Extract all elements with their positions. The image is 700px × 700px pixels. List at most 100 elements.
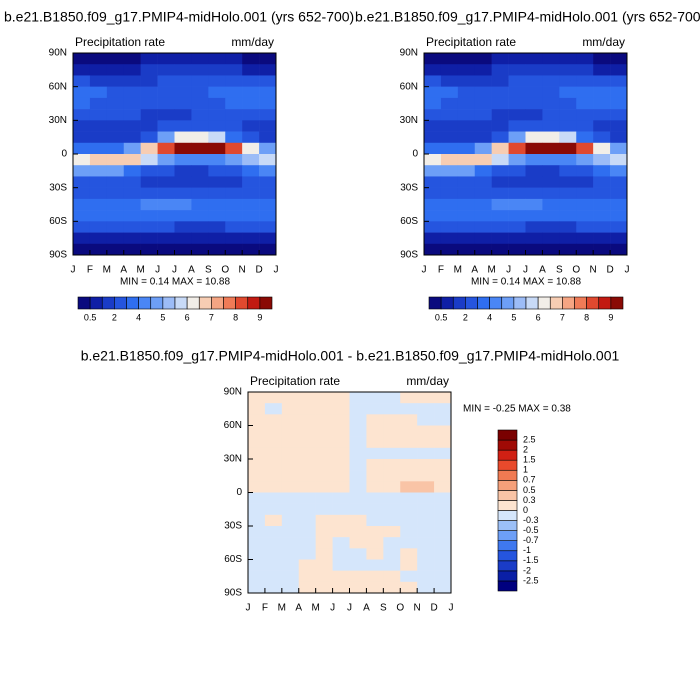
contour-cell: [208, 210, 226, 222]
contour-cell: [315, 514, 333, 527]
contour-cell: [174, 221, 192, 233]
contour-cell: [508, 142, 526, 155]
contour-cell: [417, 526, 435, 538]
contour-cell: [242, 210, 260, 222]
colorbar-box: [497, 490, 518, 501]
contour-cell: [434, 425, 452, 437]
contour-cell: [73, 97, 91, 110]
contour-cell: [259, 109, 277, 121]
x-tick-label: S: [380, 603, 387, 614]
contour-cell: [542, 86, 560, 99]
contour-cell: [593, 142, 611, 155]
contour-cell: [491, 109, 509, 121]
contour-cell: [332, 447, 350, 460]
x-tick-label: J: [155, 265, 160, 276]
contour-cell: [593, 187, 611, 200]
contour-cell: [123, 131, 141, 144]
contour-cell: [140, 75, 158, 87]
contour-cell: [73, 109, 91, 121]
contour-cell: [440, 221, 459, 233]
contour-cell: [264, 470, 283, 482]
contour-cell: [174, 232, 192, 245]
contour-cell: [123, 142, 141, 155]
contour-cell: [417, 470, 435, 482]
contour-cell: [106, 165, 125, 177]
contour-cell: [315, 526, 333, 538]
colorbar-box: [610, 296, 624, 310]
colorbar-box: [497, 510, 518, 521]
contour-cell: [366, 481, 384, 493]
contour-cell: [366, 548, 384, 560]
contour-cell: [225, 97, 243, 110]
contour-cell: [400, 548, 418, 560]
contour-cell: [440, 176, 459, 188]
contour-cell: [242, 154, 260, 166]
contour-cell: [140, 109, 158, 121]
contour-cell: [383, 470, 401, 482]
contour-cell: [559, 131, 577, 144]
contour-cell: [242, 176, 260, 188]
colorbar-box: [513, 296, 527, 310]
colorbar-box: [497, 459, 518, 471]
contour-cell: [281, 447, 300, 460]
contour-cell: [242, 187, 260, 200]
contour-cell: [542, 154, 560, 166]
contour-cell: [332, 425, 350, 437]
contour-cell: [434, 447, 452, 460]
contour-cell: [508, 64, 526, 76]
contour-cell: [332, 548, 350, 560]
contour-cell: [610, 165, 628, 177]
x-tick-label: F: [87, 265, 93, 276]
contour-cell: [259, 75, 277, 87]
contour-cell: [73, 232, 91, 245]
right-label: mm/day: [406, 374, 449, 388]
colorbar-label: 5: [160, 312, 165, 322]
contour-cell: [123, 176, 141, 188]
contour-cell: [140, 53, 158, 65]
contour-cell: [424, 232, 442, 245]
y-tick-label: 60S: [400, 216, 418, 227]
contour-cell: [242, 97, 260, 110]
contour-cell: [123, 187, 141, 200]
contour-cell: [349, 414, 367, 426]
contour-cell: [242, 131, 260, 144]
contour-cell: [208, 109, 226, 121]
contour-cell: [191, 64, 209, 76]
contour-cell: [610, 187, 628, 200]
contour-cell: [264, 414, 283, 426]
contour-cell: [457, 64, 476, 76]
contour-cell: [298, 447, 316, 460]
x-tick-label: A: [363, 603, 370, 614]
contour-cell: [474, 64, 492, 76]
chart-title: b.e21.B1850.f09_g17.PMIP4-midHolo.001 - …: [81, 348, 620, 364]
contour-cell: [542, 176, 560, 188]
colorbar-label: -2: [523, 565, 531, 575]
contour-cell: [610, 64, 628, 76]
contour-cell: [400, 526, 418, 538]
contour-cell: [424, 142, 442, 155]
contour-cell: [542, 75, 560, 87]
contour-cell: [400, 503, 418, 516]
contour-cell: [525, 154, 543, 166]
contour-cell: [610, 232, 628, 245]
contour-cell: [281, 559, 300, 571]
contour-cell: [508, 109, 526, 121]
y-tick-label: 90N: [49, 48, 67, 59]
contour-cell: [174, 109, 192, 121]
contour-cell: [259, 198, 277, 211]
contour-cell: [89, 210, 108, 222]
contour-cell: [366, 581, 384, 594]
contour-cell: [106, 221, 125, 233]
contour-cell: [208, 187, 226, 200]
contour-cell: [400, 514, 418, 527]
contour-cell: [106, 232, 125, 245]
contour-cell: [383, 570, 401, 583]
contour-cell: [474, 154, 492, 166]
contour-cell: [191, 176, 209, 188]
contour-cell: [525, 142, 543, 155]
contour-cell: [242, 221, 260, 233]
contour-cell: [474, 120, 492, 132]
contour-cell: [610, 53, 628, 65]
contour-cell: [157, 198, 175, 211]
contour-cell: [383, 537, 401, 549]
